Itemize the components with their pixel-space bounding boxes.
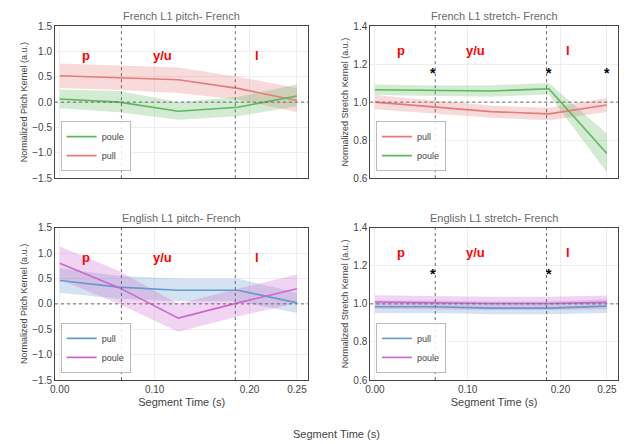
svg-text:1.5: 1.5 (38, 222, 52, 233)
svg-text:−1.0: −1.0 (32, 147, 52, 158)
svg-text:Segment Time (s): Segment Time (s) (451, 396, 538, 408)
svg-text:y/u: y/u (466, 43, 485, 58)
svg-text:pull: pull (417, 334, 431, 344)
svg-text:−1.5: −1.5 (32, 173, 52, 184)
svg-text:l: l (255, 250, 259, 265)
svg-text:pull: pull (102, 151, 116, 161)
svg-text:p: p (82, 250, 90, 265)
svg-text:l: l (566, 43, 570, 58)
svg-text:−1.0: −1.0 (32, 349, 52, 360)
svg-text:1.2: 1.2 (353, 260, 367, 271)
svg-text:Normalized Pitch Kernel (a.u.): Normalized Pitch Kernel (a.u.) (19, 244, 29, 364)
svg-text:poule: poule (417, 353, 439, 363)
svg-text:0.25: 0.25 (287, 384, 307, 395)
svg-text:0.5: 0.5 (38, 273, 52, 284)
svg-text:Segment Time (s): Segment Time (s) (293, 428, 380, 440)
svg-text:English L1 pitch- French: English L1 pitch- French (122, 212, 241, 224)
svg-text:Normalized Stretch Kernel (a.u: Normalized Stretch Kernel (a.u.) (340, 240, 350, 369)
svg-text:0.10: 0.10 (145, 384, 165, 395)
svg-text:−1.5: −1.5 (32, 375, 52, 386)
svg-text:0.6: 0.6 (353, 173, 367, 184)
svg-text:0.10: 0.10 (458, 384, 478, 395)
svg-text:1.0: 1.0 (353, 97, 367, 108)
svg-text:poule: poule (102, 132, 124, 142)
svg-text:poule: poule (417, 151, 439, 161)
svg-text:y/u: y/u (153, 48, 172, 63)
svg-text:1.0: 1.0 (353, 298, 367, 309)
svg-text:1.4: 1.4 (353, 222, 367, 233)
svg-text:0.00: 0.00 (50, 384, 70, 395)
svg-text:French L1 stretch- French: French L1 stretch- French (431, 10, 558, 22)
svg-text:p: p (82, 48, 90, 63)
svg-text:*: * (546, 266, 552, 282)
svg-text:French L1 pitch- French: French L1 pitch- French (123, 10, 240, 22)
svg-text:1.2: 1.2 (353, 59, 367, 70)
svg-text:0.8: 0.8 (353, 135, 367, 146)
svg-text:−0.5: −0.5 (32, 324, 52, 335)
svg-text:*: * (604, 65, 610, 81)
svg-text:y/u: y/u (153, 250, 172, 265)
svg-text:0.25: 0.25 (597, 384, 617, 395)
svg-text:pull: pull (102, 334, 116, 344)
svg-text:0.20: 0.20 (551, 384, 571, 395)
svg-text:poule: poule (102, 353, 124, 363)
svg-text:0.8: 0.8 (353, 336, 367, 347)
svg-text:0.6: 0.6 (353, 375, 367, 386)
svg-text:1.5: 1.5 (38, 21, 52, 32)
svg-text:English L1 stretch- French: English L1 stretch- French (430, 212, 558, 224)
svg-text:*: * (430, 65, 436, 81)
svg-text:0.5: 0.5 (38, 71, 52, 82)
svg-text:y/u: y/u (466, 245, 485, 260)
svg-text:1.0: 1.0 (38, 248, 52, 259)
svg-text:pull: pull (417, 132, 431, 142)
svg-text:0.00: 0.00 (365, 384, 385, 395)
svg-text:0.20: 0.20 (240, 384, 260, 395)
svg-text:Normalized Pitch Kernel (a.u.): Normalized Pitch Kernel (a.u.) (19, 42, 29, 162)
svg-text:1.4: 1.4 (353, 21, 367, 32)
svg-text:*: * (546, 65, 552, 81)
svg-text:−0.5: −0.5 (32, 122, 52, 133)
svg-text:p: p (397, 43, 405, 58)
svg-text:l: l (566, 245, 570, 260)
svg-text:1.0: 1.0 (38, 46, 52, 57)
svg-text:*: * (430, 266, 436, 282)
svg-text:0.0: 0.0 (38, 97, 52, 108)
svg-text:Segment Time (s): Segment Time (s) (138, 396, 225, 408)
svg-text:Normalized Stretch Kernel (a.u: Normalized Stretch Kernel (a.u.) (340, 38, 350, 167)
svg-text:0.0: 0.0 (38, 298, 52, 309)
svg-text:p: p (397, 245, 405, 260)
svg-text:l: l (255, 48, 259, 63)
